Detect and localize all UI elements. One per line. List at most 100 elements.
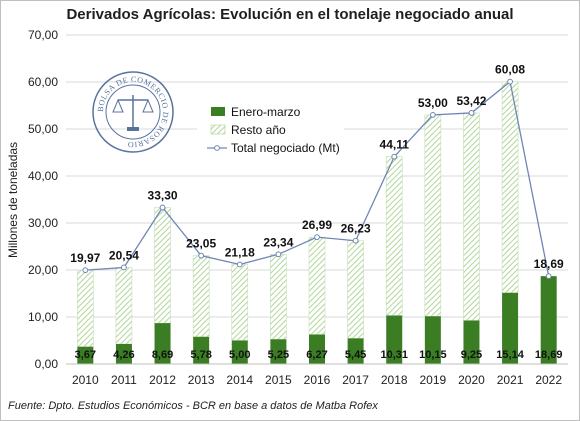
bar-resto-ano — [270, 254, 287, 340]
bar-enero-marzo — [502, 292, 519, 364]
bar-resto-ano — [424, 114, 442, 317]
data-label-total: 53,42 — [456, 94, 486, 108]
data-label-total: 26,23 — [341, 222, 371, 236]
y-tick-label: 40,00 — [28, 169, 58, 183]
x-tick-label: 2018 — [381, 373, 408, 387]
y-tick-label: 50,00 — [28, 122, 58, 136]
legend-swatch-resto-ano — [210, 124, 226, 135]
source-footnote: Fuente: Dpto. Estudios Económicos - BCR … — [8, 400, 378, 412]
data-label-enero-marzo: 18,69 — [535, 349, 563, 361]
x-tick-label: 2010 — [72, 373, 99, 387]
bar-enero-marzo — [270, 339, 287, 364]
data-label-enero-marzo: 10,15 — [419, 349, 447, 361]
data-label-enero-marzo: 8,69 — [152, 349, 173, 361]
x-tick-label: 2020 — [458, 373, 485, 387]
bcr-seal-logo: BOLSA DE COMERCIO DE ROSARIO — [92, 71, 174, 153]
data-label-enero-marzo: 4,26 — [113, 349, 134, 361]
x-tick-label: 2014 — [226, 373, 253, 387]
bar-enero-marzo — [115, 343, 132, 364]
data-label-enero-marzo: 5,78 — [190, 349, 211, 361]
bar-enero-marzo — [386, 315, 403, 364]
data-label-enero-marzo: 9,25 — [461, 349, 482, 361]
y-tick-label: 0,00 — [35, 357, 59, 371]
x-tick-labels: 2010 2011 2012 2013 2014 2015 2016 2017 2018 2019… — [72, 373, 562, 387]
data-label-enero-marzo: 10,31 — [380, 349, 408, 361]
bar-enero-marzo — [424, 316, 441, 364]
y-tick-label: 70,00 — [28, 28, 58, 42]
y-tick-label: 30,00 — [28, 216, 58, 230]
bar-resto-ano — [192, 255, 210, 338]
x-tick-label: 2021 — [497, 373, 524, 387]
data-label-total: 60,08 — [495, 63, 525, 77]
legend-label-resto-ano: Resto año — [231, 123, 286, 137]
bar-enero-marzo — [463, 320, 480, 364]
data-label-total: 18,69 — [534, 257, 564, 271]
total-point — [275, 251, 282, 258]
bar-enero-marzo — [540, 276, 557, 364]
y-tick-label: 60,00 — [28, 75, 58, 89]
total-point — [82, 267, 89, 274]
data-label-total: 19,97 — [70, 251, 100, 265]
x-tick-label: 2017 — [342, 373, 369, 387]
total-point — [352, 237, 359, 244]
total-point — [429, 112, 436, 118]
legend-label-enero-marzo: Enero-marzo — [231, 105, 301, 119]
bar-resto-ano — [308, 236, 326, 335]
data-label-enero-marzo: 5,45 — [345, 349, 366, 361]
total-point — [314, 234, 320, 241]
total-point — [159, 204, 166, 211]
data-label-total: 20,54 — [109, 248, 139, 262]
data-label-total: 23,05 — [186, 237, 216, 251]
bar-enero-marzo — [154, 323, 171, 364]
data-label-enero-marzo: 6,27 — [306, 349, 327, 361]
bar-enero-marzo — [347, 338, 364, 364]
bar-enero-marzo — [193, 336, 210, 364]
total-point — [391, 153, 398, 160]
bar-resto-ano — [463, 112, 480, 321]
y-axis-label: Millones de toneladas — [6, 142, 20, 258]
x-tick-label: 2015 — [265, 373, 292, 387]
data-label-total: 53,00 — [418, 96, 448, 110]
data-label-enero-marzo: 5,00 — [229, 349, 250, 361]
legend-marker-total — [214, 145, 220, 151]
data-label-total: 33,30 — [148, 188, 178, 202]
total-point — [507, 78, 513, 85]
legend-label-total: Total negociado (Mt) — [231, 141, 340, 155]
bar-resto-ano — [501, 81, 519, 294]
total-point — [198, 252, 205, 259]
bar-resto-ano — [385, 156, 403, 316]
total-point — [545, 273, 552, 280]
data-label-enero-marzo: 15,14 — [496, 349, 524, 361]
total-point — [121, 264, 127, 271]
data-label-enero-marzo: 5,25 — [268, 349, 289, 361]
total-line: 19,97 20,54 33,30 23,05 21,18 23,34 26,99 26,23… — [70, 63, 564, 280]
chart-title: Derivados Agrícolas: Evolución en el ton… — [66, 6, 514, 23]
total-point — [468, 110, 475, 116]
bar-enero-marzo — [231, 340, 248, 364]
x-tick-label: 2022 — [535, 373, 562, 387]
data-label-enero-marzo: 3,67 — [75, 349, 96, 361]
data-label-total: 26,99 — [302, 218, 332, 232]
bar-resto-ano — [115, 267, 133, 345]
x-tick-label: 2012 — [149, 373, 176, 387]
y-tick-labels: 0,00 10,00 20,00 30,00 40,00 50,00 60,00 70,00 — [28, 28, 58, 371]
bar-resto-ano — [77, 269, 94, 348]
bar-enero-marzo — [309, 334, 325, 364]
x-tick-label: 2016 — [304, 373, 331, 387]
data-label-total: 44,11 — [380, 138, 410, 152]
bar-resto-ano — [154, 207, 171, 324]
bar-resto-ano — [347, 240, 364, 339]
y-tick-label: 20,00 — [28, 263, 58, 277]
bar-enero-marzo — [77, 346, 94, 364]
data-label-total: 21,18 — [225, 245, 255, 259]
legend: Enero-marzo Resto año Total negociado (M… — [197, 101, 344, 161]
legend-swatch-enero-marzo — [211, 107, 225, 116]
total-point — [236, 261, 243, 268]
data-label-total: 23,34 — [263, 235, 293, 249]
x-tick-label: 2011 — [111, 373, 137, 387]
x-tick-label: 2019 — [419, 373, 446, 387]
bar-resto-ano — [231, 264, 249, 341]
x-tick-label: 2013 — [188, 373, 215, 387]
